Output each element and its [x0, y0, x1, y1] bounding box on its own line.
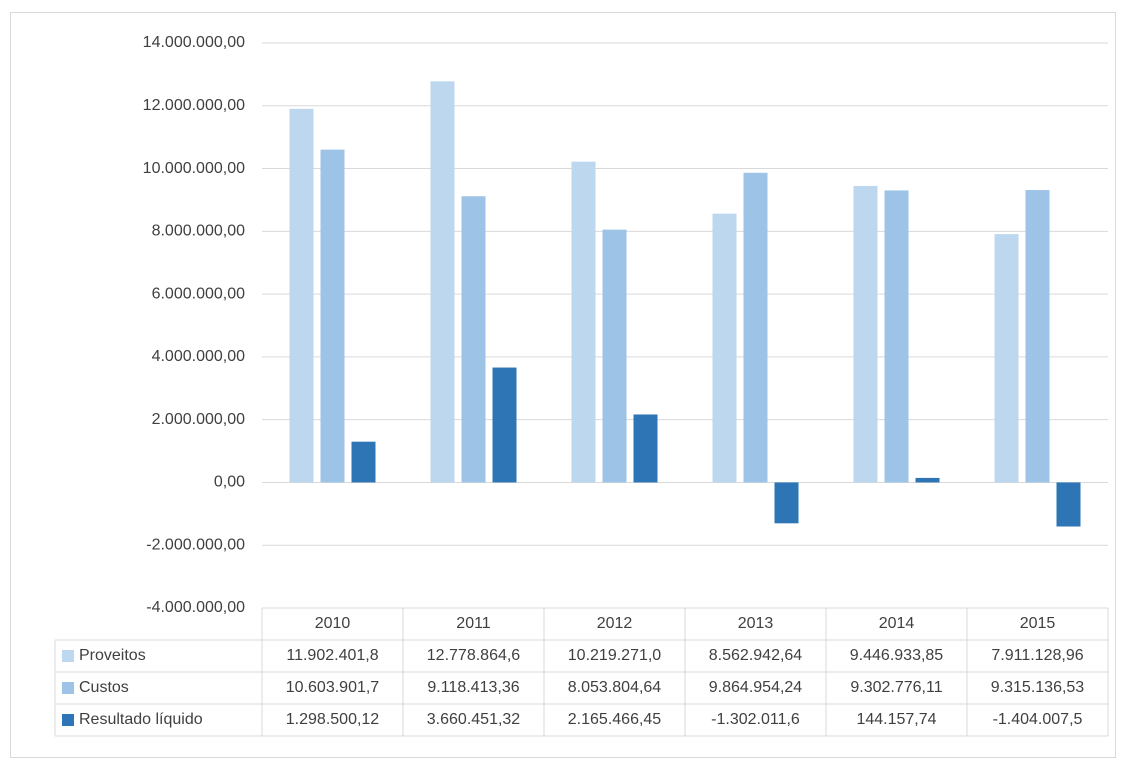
- legend-swatch: [62, 682, 74, 694]
- legend-label: Custos: [79, 679, 129, 696]
- bar: [320, 149, 345, 483]
- legend-label: Proveitos: [79, 647, 146, 664]
- table-value: 10.603.901,7: [286, 679, 380, 696]
- table-value: 1.298.500,12: [286, 711, 380, 728]
- table-value: 11.902.401,8: [286, 647, 378, 664]
- legend-label: Resultado líquido: [79, 711, 203, 728]
- bar: [915, 477, 940, 483]
- x-tick-label: 2015: [1020, 615, 1056, 632]
- bar: [289, 108, 314, 483]
- bar: [712, 213, 737, 483]
- y-tick-label: 12.000.000,00: [143, 97, 245, 114]
- chart-border: [10, 12, 1116, 758]
- bar: [994, 234, 1019, 483]
- bar: [1056, 482, 1081, 527]
- table-value: 9.302.776,11: [850, 679, 942, 696]
- bar: [492, 367, 517, 483]
- x-tick-label: 2010: [315, 615, 351, 632]
- x-tick-label: 2013: [738, 615, 774, 632]
- bar: [602, 229, 627, 483]
- bar: [461, 196, 486, 483]
- x-tick-label: 2011: [456, 615, 491, 632]
- table-value: 9.118.413,36: [427, 679, 519, 696]
- bar: [351, 441, 376, 483]
- y-tick-label: -4.000.000,00: [146, 599, 245, 616]
- table-value: -1.404.007,5: [993, 711, 1083, 728]
- bar: [571, 161, 596, 483]
- y-tick-label: 0,00: [214, 474, 245, 491]
- bar: [743, 172, 768, 483]
- bar: [853, 185, 878, 483]
- table-value: 10.219.271,0: [568, 647, 662, 664]
- bar: [430, 81, 455, 483]
- y-tick-label: 6.000.000,00: [152, 285, 246, 302]
- table-value: 7.911.128,96: [991, 647, 1083, 664]
- bar: [633, 414, 658, 483]
- bar: [884, 190, 909, 483]
- legend-swatch: [62, 650, 74, 662]
- y-tick-label: 4.000.000,00: [152, 348, 246, 365]
- table-value: 9.315.136,53: [991, 679, 1085, 696]
- table-value: 8.053.804,64: [568, 679, 662, 696]
- y-tick-label: 8.000.000,00: [152, 223, 246, 240]
- y-tick-label: 10.000.000,00: [143, 160, 245, 177]
- table-value: 12.778.864,6: [427, 647, 521, 664]
- bar: [1025, 190, 1050, 483]
- y-tick-label: 2.000.000,00: [152, 411, 246, 428]
- table-value: 9.864.954,24: [709, 679, 803, 696]
- table-value: -1.302.011,6: [711, 711, 800, 728]
- legend-swatch: [62, 714, 74, 726]
- table-value: 144.157,74: [856, 711, 936, 728]
- table-value: 2.165.466,45: [568, 711, 662, 728]
- x-tick-label: 2012: [597, 615, 633, 632]
- y-tick-label: 14.000.000,00: [143, 34, 245, 51]
- y-tick-label: -2.000.000,00: [146, 536, 245, 553]
- table-value: 8.562.942,64: [709, 647, 803, 664]
- table-value: 9.446.933,85: [850, 647, 944, 664]
- table-value: 3.660.451,32: [427, 711, 521, 728]
- x-tick-label: 2014: [879, 615, 915, 632]
- bar: [774, 482, 799, 524]
